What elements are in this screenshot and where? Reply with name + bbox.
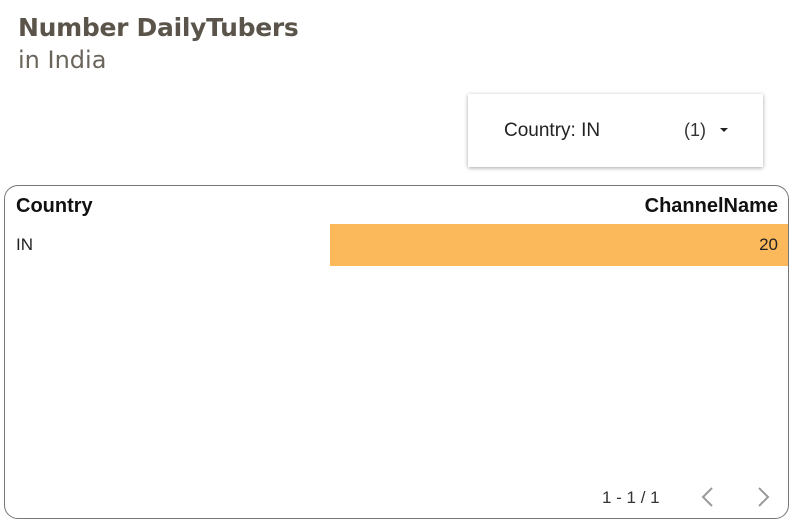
column-header-channelname[interactable]: ChannelName [644, 195, 778, 217]
chevron-right-icon [758, 487, 770, 507]
page-subtitle: in India [18, 46, 107, 74]
table-row: IN 20 [5, 224, 788, 266]
chevron-left-icon [701, 487, 713, 507]
data-table: Country ChannelName IN 20 1 - 1 / 1 [4, 185, 789, 519]
cell-channelname-value: 20 [759, 235, 778, 254]
country-filter-label: Country: IN [504, 120, 601, 141]
column-header-country[interactable]: Country [16, 195, 93, 217]
country-filter-control[interactable]: Country: IN (1) [468, 94, 763, 167]
pagination-range: 1 - 1 / 1 [602, 488, 660, 507]
country-filter-count: (1) [684, 120, 706, 140]
value-bar [330, 224, 788, 266]
previous-page-button[interactable] [695, 484, 721, 510]
next-page-button[interactable] [750, 484, 776, 510]
dropdown-caret-icon[interactable] [720, 128, 728, 132]
page-title: Number DailyTubers [18, 13, 299, 42]
cell-country: IN [16, 235, 33, 254]
